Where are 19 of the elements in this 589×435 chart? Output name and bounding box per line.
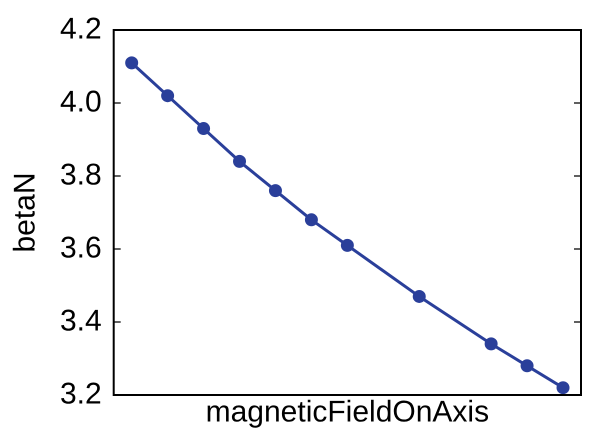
- point: [412, 290, 426, 303]
- point: [304, 213, 318, 226]
- point: [556, 381, 570, 394]
- x-axis-title: magneticFieldOnAxis: [206, 395, 490, 428]
- y-tick-label: 3.4: [60, 304, 102, 338]
- point: [268, 184, 282, 198]
- y-tick-label: 4.2: [60, 12, 102, 46]
- y-tick-label: 3.8: [60, 158, 102, 192]
- point: [233, 154, 246, 168]
- y-axis-title: betaN: [8, 172, 42, 253]
- point: [340, 238, 354, 252]
- point: [520, 359, 534, 372]
- y-tick-label: 4.0: [60, 85, 102, 118]
- y-tick-label: 3.2: [60, 377, 102, 410]
- y-tick-label: 3.6: [60, 231, 102, 264]
- point: [161, 89, 174, 102]
- point: [484, 337, 498, 350]
- point: [125, 56, 138, 70]
- point: [197, 122, 210, 136]
